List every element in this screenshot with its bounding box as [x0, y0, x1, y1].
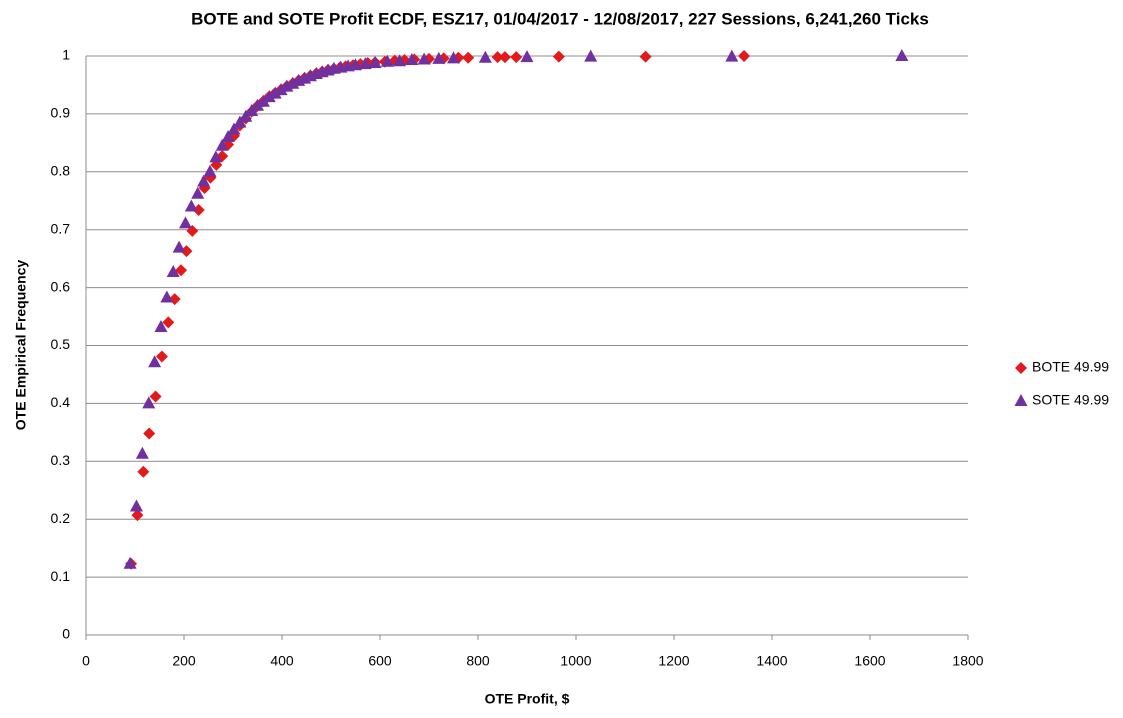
y-tick-label: 0.7 — [51, 220, 71, 236]
x-tick-label: 200 — [172, 653, 196, 669]
triangle-marker — [184, 199, 198, 212]
diamond-marker — [462, 51, 475, 64]
diamond-marker — [149, 390, 162, 403]
diamond-marker — [498, 51, 511, 64]
diamond-marker — [155, 350, 168, 363]
triangle-marker — [368, 55, 382, 68]
triangle-marker — [172, 240, 186, 253]
triangle-marker — [1014, 394, 1028, 406]
chart-title: BOTE and SOTE Profit ECDF, ESZ17, 01/04/… — [191, 9, 929, 28]
x-tick-label: 1600 — [854, 653, 885, 669]
triangle-marker — [432, 51, 446, 64]
triangle-marker — [154, 319, 168, 332]
triangle-marker — [274, 83, 288, 96]
diamond-marker — [175, 264, 188, 277]
triangle-marker — [417, 52, 431, 65]
x-tick-label: 800 — [466, 653, 490, 669]
triangle-marker — [191, 186, 205, 199]
legend-label: BOTE 49.99 — [1032, 359, 1109, 375]
diamond-marker — [192, 204, 205, 217]
triangle-marker — [215, 138, 229, 151]
triangle-marker — [393, 54, 407, 67]
y-axis-title: OTE Empirical Frequency — [13, 260, 29, 431]
triangle-marker — [251, 98, 264, 111]
triangle-marker — [227, 122, 241, 135]
x-tick-label: 1000 — [560, 653, 591, 669]
diamond-marker — [639, 50, 652, 63]
y-tick-label: 1 — [62, 47, 70, 63]
triangle-marker — [447, 51, 460, 64]
x-tick-label: 400 — [270, 653, 294, 669]
diamond-marker — [491, 51, 504, 64]
triangle-marker — [358, 57, 372, 70]
diamond-marker — [180, 245, 193, 258]
triangle-marker — [478, 50, 492, 63]
diamond-marker — [137, 465, 150, 478]
diamond-marker — [131, 509, 144, 522]
triangle-marker — [135, 446, 149, 459]
triangle-marker — [405, 53, 419, 66]
diamond-marker — [738, 50, 751, 62]
triangle-marker — [166, 264, 180, 277]
triangle-marker — [380, 54, 394, 67]
diamond-marker — [388, 54, 401, 67]
y-tick-label: 0.1 — [51, 568, 71, 584]
y-tick-label: 0.2 — [51, 510, 71, 526]
x-tick-label: 1800 — [952, 653, 983, 669]
y-tick-label: 0.3 — [51, 452, 71, 468]
triangle-marker — [203, 164, 217, 177]
x-tick-label: 1200 — [658, 653, 689, 669]
triangle-marker — [129, 499, 143, 512]
triangle-marker — [895, 49, 909, 61]
triangle-marker — [142, 396, 156, 409]
legend-label: SOTE 49.99 — [1032, 392, 1109, 408]
triangle-marker — [209, 150, 223, 163]
x-tick-label: 600 — [368, 653, 392, 669]
diamond-marker — [510, 51, 523, 64]
triangle-marker — [520, 50, 534, 63]
triangle-marker — [123, 556, 137, 569]
triangle-marker — [268, 86, 282, 99]
y-tick-label: 0.4 — [51, 394, 71, 410]
y-tick-label: 0.6 — [51, 278, 71, 294]
triangle-marker — [725, 49, 739, 62]
triangle-marker — [584, 49, 598, 62]
y-tick-label: 0.8 — [51, 163, 71, 179]
diamond-marker — [162, 316, 175, 329]
x-tick-label: 0 — [82, 653, 90, 669]
x-tick-label: 1400 — [756, 653, 787, 669]
triangle-marker — [197, 174, 211, 187]
triangle-marker — [160, 290, 174, 303]
diamond-marker — [1015, 362, 1027, 374]
triangle-marker — [148, 355, 162, 368]
x-axis-title: OTE Profit, $ — [485, 691, 570, 707]
y-tick-label: 0.5 — [51, 336, 71, 352]
y-tick-label: 0.9 — [51, 105, 71, 121]
diamond-marker — [552, 50, 565, 63]
triangle-marker — [262, 90, 276, 103]
triangle-marker — [178, 216, 192, 229]
triangle-marker — [221, 130, 235, 143]
triangle-marker — [349, 58, 362, 71]
triangle-marker — [256, 94, 270, 107]
y-tick-label: 0 — [62, 626, 70, 642]
diamond-marker — [143, 427, 156, 440]
